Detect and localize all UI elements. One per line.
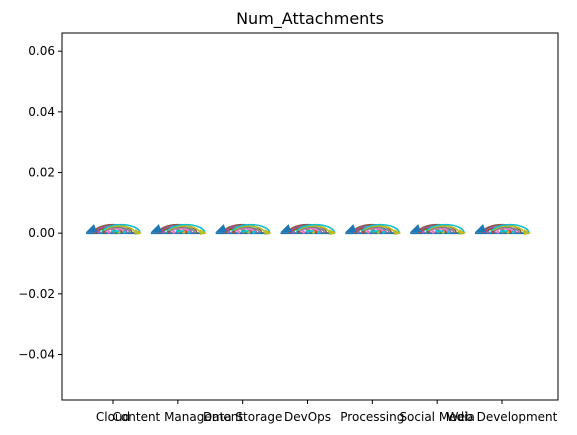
marker-dot [431,230,435,234]
marker-arc [166,223,206,234]
marker-arrow [394,229,402,236]
marker-triangle [150,224,162,233]
marker-triangle [280,224,292,233]
marker-triangle [86,224,97,233]
category-marks [215,223,272,236]
x-tick-label: Social Media [399,410,474,424]
marker-dot [172,230,176,234]
marker-dot [227,230,231,234]
plot-area [61,32,559,401]
marker-triangle [215,224,227,233]
marker-dot [421,230,425,234]
marker-arrow [264,229,272,236]
marker-dot [162,230,166,234]
category-marks [475,223,531,236]
marker-dot [511,230,515,234]
marker-dot [296,230,301,234]
marker-dot [232,230,236,234]
marker-arrow [135,229,142,236]
marker-arc [491,225,525,234]
x-tick-label: DevOps [284,410,331,424]
marker-dot [237,230,241,234]
marker-arc [167,225,201,234]
marker-arrow [459,229,467,236]
marker-arc [296,225,331,234]
x-tick-label: Processing [340,410,404,424]
chart-title: Num_Attachments [236,9,384,29]
marker-dot [496,230,500,234]
marker-dot [381,230,385,234]
marker-dot [486,230,490,234]
marker-dot [446,230,450,234]
category-marks [410,223,467,236]
marker-dot [366,230,370,234]
marker-dot [291,230,296,234]
y-tick-label: 0.02 [28,166,55,180]
marker-arrow [524,229,531,236]
marker-arc [426,225,460,234]
marker-arc [361,225,396,234]
marker-arc [101,223,141,234]
marker-triangle [475,224,486,233]
category-marks [280,223,337,236]
x-tick-label: Data Storage [203,410,282,424]
marker-dot [97,230,101,234]
x-tick-label: Content Management [113,410,244,424]
marker-arrow [199,229,207,236]
marker-dot [122,230,126,234]
marker-dot [316,230,321,234]
y-tick-label: 0.06 [28,44,55,58]
y-tick-label: −0.02 [18,287,55,301]
marker-arrow [329,229,337,236]
y-tick-label: 0.00 [28,226,55,240]
marker-dot [301,230,306,234]
marker-dot [491,230,495,234]
y-tick-label: −0.04 [18,348,55,362]
marker-dot [102,230,106,234]
marker-triangle [345,224,357,233]
marker-arc [425,223,465,234]
y-tick-label: 0.04 [28,105,55,119]
category-marks [86,223,142,236]
axes-frame [61,32,559,401]
marker-dot [361,230,365,234]
marker-arc [230,223,271,234]
marker-arc [295,223,336,234]
marker-arc [231,225,266,234]
marker-dot [107,230,111,234]
marker-arc [102,225,136,234]
marker-dot [356,230,360,234]
marks [86,223,531,236]
x-tick-label: Web Development [447,410,558,424]
marker-arc [360,223,401,234]
marker-dot [426,230,430,234]
category-marks [345,223,402,236]
marker-triangle [410,224,422,233]
category-marks [150,223,207,236]
y-axis: −0.04 −0.02 0.00 0.02 0.04 0.06 [18,44,62,362]
marker-arc [490,223,530,234]
marker-dot [252,230,256,234]
marker-dot [187,230,191,234]
x-tick-label: Cloud [96,410,130,424]
marker-dot [167,230,171,234]
